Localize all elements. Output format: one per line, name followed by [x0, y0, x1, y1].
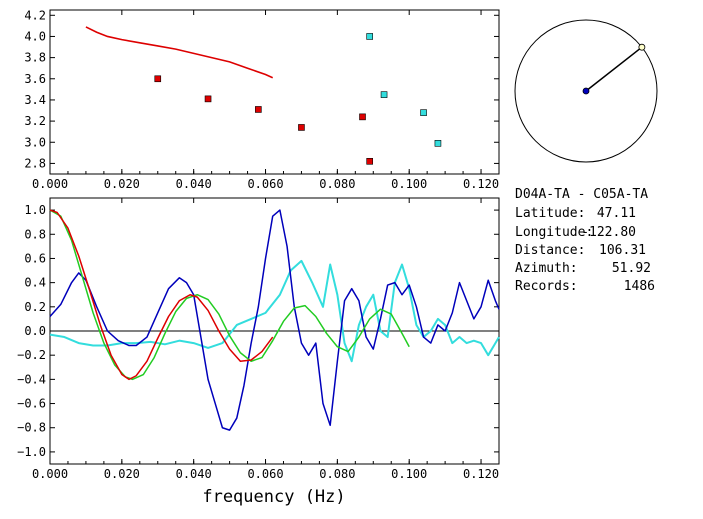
red-point [154, 75, 162, 83]
red-series-line [49, 209, 274, 381]
longitude-value: -122.80 [581, 225, 636, 240]
group-velocity-curve [85, 26, 274, 79]
y-tick-label: −1.0 [17, 445, 46, 459]
x-tick-label: 0.100 [391, 467, 427, 481]
azimuth-label: Azimuth: [515, 261, 578, 276]
station-info: D04A-TA - C05A-TA Latitude: 47.11 Longit… [515, 187, 655, 294]
y-tick-label: −0.6 [17, 397, 46, 411]
cyan-series-line [49, 259, 500, 363]
y-tick-label: 1.0 [24, 203, 46, 217]
y-tick-label: 3.6 [24, 72, 46, 86]
red-point [255, 106, 262, 113]
y-tick-label: 3.4 [24, 93, 46, 107]
dial-tip-dot [638, 43, 646, 51]
x-tick-label: 0.000 [32, 177, 68, 191]
x-axis-label: frequency (Hz) [202, 487, 345, 507]
azimuth-value: 51.92 [612, 261, 651, 276]
cyan-point [434, 140, 442, 147]
x-tick-label: 0.080 [319, 177, 355, 191]
cyan-point [380, 91, 388, 98]
x-tick-label: 0.040 [176, 467, 212, 481]
red-point [359, 113, 366, 121]
dispersion-marks [85, 26, 442, 165]
y-tick-label: 0.8 [24, 227, 46, 241]
dispersion-x-ticks: 0.000 0.020 0.040 0.060 0.080 0.100 0.120 [32, 10, 500, 191]
y-tick-label: 3.2 [24, 114, 46, 128]
y-tick-label: 3.8 [24, 51, 46, 65]
x-tick-label: 0.120 [463, 177, 499, 191]
y-tick-label: 0.2 [24, 300, 46, 314]
correlation-panel: 1.0 0.8 0.6 0.4 0.2 0.0 −0.2 −0.4 −0.6 −0.8 −1.0 0… [17, 197, 500, 507]
azimuth-dial [514, 19, 658, 163]
y-tick-label: 0.4 [24, 276, 46, 290]
latitude-value: 47.11 [597, 206, 636, 221]
x-tick-label: 0.120 [463, 467, 499, 481]
correlation-y-ticks: 1.0 0.8 0.6 0.4 0.2 0.0 −0.2 −0.4 −0.6 −0.8 −1.0 [17, 203, 499, 459]
red-point [298, 124, 305, 131]
distance-label: Distance: [515, 243, 585, 258]
red-point [366, 158, 373, 165]
distance-value: 106.31 [599, 243, 646, 258]
x-tick-label: 0.060 [247, 177, 283, 191]
y-tick-label: 2.8 [24, 156, 46, 170]
y-tick-label: −0.2 [17, 348, 46, 362]
x-tick-label: 0.080 [319, 467, 355, 481]
records-label: Records: [515, 279, 578, 294]
cyan-point [366, 33, 373, 40]
y-tick-label: 3.0 [24, 135, 46, 149]
x-tick-label: 0.060 [247, 467, 283, 481]
longitude-label: Longitude: [515, 225, 593, 240]
blue-series-line [49, 209, 500, 431]
azimuth-needle [585, 46, 643, 92]
x-tick-label: 0.020 [104, 177, 140, 191]
correlation-x-ticks: 0.000 0.020 0.040 0.060 0.080 0.100 0.120 [32, 198, 500, 481]
red-point [204, 95, 212, 103]
records-value: 1486 [624, 279, 655, 294]
dispersion-plot-frame [49, 9, 500, 175]
y-tick-label: 0.0 [24, 324, 46, 338]
y-tick-label: −0.4 [17, 372, 46, 386]
x-tick-label: 0.100 [391, 177, 427, 191]
correlation-series [49, 209, 500, 431]
y-tick-label: 4.0 [24, 29, 46, 43]
green-series-line [49, 209, 410, 381]
latitude-label: Latitude: [515, 206, 585, 221]
dial-center-dot [582, 87, 590, 95]
dial-circle [514, 19, 658, 163]
x-tick-label: 0.020 [104, 467, 140, 481]
x-tick-label: 0.000 [32, 467, 68, 481]
y-tick-label: −0.8 [17, 421, 46, 435]
y-tick-label: 0.6 [24, 251, 46, 265]
station-pair: D04A-TA - C05A-TA [515, 187, 648, 202]
cyan-point [420, 109, 427, 116]
dispersion-y-ticks: 2.8 3.0 3.2 3.4 3.6 3.8 4.0 4.2 [24, 8, 499, 170]
x-tick-label: 0.040 [176, 177, 212, 191]
dispersion-panel: 2.8 3.0 3.2 3.4 3.6 3.8 4.0 4.2 0.000 0.020 0.040… [24, 8, 500, 191]
y-tick-label: 4.2 [24, 8, 46, 22]
